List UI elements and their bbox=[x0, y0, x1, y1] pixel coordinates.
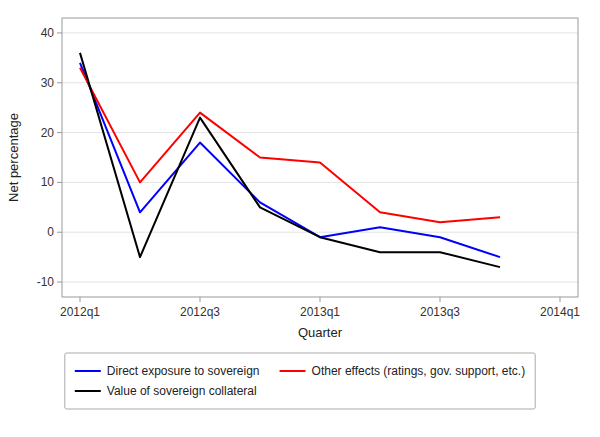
y-tick bbox=[57, 132, 62, 133]
x-tick-label: 2013q1 bbox=[300, 305, 340, 319]
x-tick bbox=[560, 297, 561, 302]
y-tick-label: 0 bbox=[47, 225, 54, 239]
x-tick bbox=[200, 297, 201, 302]
legend-swatch bbox=[75, 370, 101, 372]
y-axis: -10 0 10 20 30 40 bbox=[37, 26, 62, 289]
y-tick bbox=[57, 182, 62, 183]
grid-line bbox=[62, 82, 578, 83]
legend-box bbox=[65, 353, 535, 409]
x-tick-label: 2014q1 bbox=[540, 305, 580, 319]
x-tick bbox=[80, 297, 81, 302]
y-tick bbox=[57, 32, 62, 33]
x-tick bbox=[320, 297, 321, 302]
y-tick bbox=[57, 282, 62, 283]
grid-line bbox=[62, 132, 578, 133]
y-axis-label: Net percentage bbox=[6, 113, 21, 202]
x-tick-label: 2012q3 bbox=[180, 305, 220, 319]
y-tick-label: -10 bbox=[37, 275, 55, 289]
legend-label: Value of sovereign collateral bbox=[107, 384, 257, 398]
series-line bbox=[80, 63, 500, 257]
x-axis: 2012q1 2012q3 2013q1 2013q3 2014q1 bbox=[60, 297, 580, 319]
x-tick bbox=[440, 297, 441, 302]
legend-label: Other effects (ratings, gov. support, et… bbox=[312, 364, 526, 378]
legend-swatch bbox=[75, 390, 101, 392]
grid-line bbox=[62, 232, 578, 233]
x-tick-label: 2012q1 bbox=[60, 305, 100, 319]
legend: Direct exposure to sovereign Other effect… bbox=[65, 353, 535, 409]
grid-line bbox=[62, 32, 578, 33]
y-tick-label: 20 bbox=[41, 126, 55, 140]
series-line bbox=[80, 53, 500, 267]
series-line bbox=[80, 68, 500, 222]
legend-swatch bbox=[280, 370, 306, 372]
plot-frame bbox=[62, 18, 578, 297]
lines bbox=[80, 53, 500, 267]
grid-line bbox=[62, 282, 578, 283]
y-tick-label: 40 bbox=[41, 26, 55, 40]
x-tick-label: 2013q3 bbox=[420, 305, 460, 319]
y-tick-label: 10 bbox=[41, 175, 55, 189]
x-axis-label: Quarter bbox=[298, 325, 343, 340]
grid bbox=[62, 33, 578, 282]
legend-label: Direct exposure to sovereign bbox=[107, 364, 260, 378]
y-tick bbox=[57, 82, 62, 83]
y-tick bbox=[57, 232, 62, 233]
plot-background bbox=[62, 18, 578, 297]
y-tick-label: 30 bbox=[41, 76, 55, 90]
